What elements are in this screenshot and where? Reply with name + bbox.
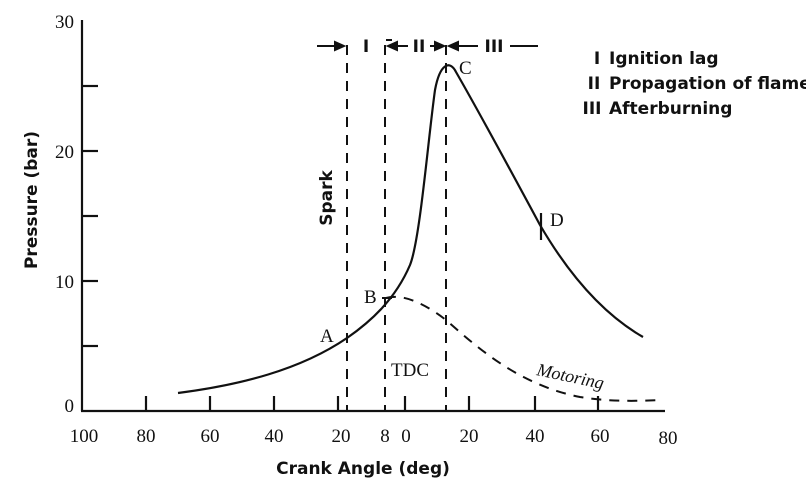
y-tick-label: 0 <box>65 396 75 417</box>
legend-item: II Propagation of flame <box>588 74 806 94</box>
legend-marker: II <box>588 74 601 94</box>
tdc-label: TDC <box>391 360 429 381</box>
x-tick-labels: 100 80 60 40 20 8 0 20 40 60 80 <box>70 426 678 449</box>
x-axis-title: Crank Angle (deg) <box>276 459 450 479</box>
phase-label-I: I <box>363 37 369 57</box>
point-label-d: D <box>550 210 564 231</box>
point-labels: A B C D TDC <box>320 58 564 381</box>
x-tick-label: 20 <box>460 426 479 447</box>
firing-pressure-curve <box>177 64 644 395</box>
x-tick-label: 80 <box>137 426 156 447</box>
legend-marker: I <box>594 49 600 69</box>
y-axis-title: Pressure (bar) <box>22 131 42 269</box>
point-label-a: A <box>320 326 334 347</box>
point-label-c: C <box>459 58 472 79</box>
y-tick-label: 10 <box>55 272 74 293</box>
phase-arrows <box>317 39 538 52</box>
x-tick-label: 20 <box>332 426 351 447</box>
x-tick-label: 100 <box>70 426 99 447</box>
legend: I Ignition lag II Propagation of flame I… <box>583 49 806 119</box>
legend-marker: III <box>583 99 602 119</box>
spark-label: Spark <box>317 170 337 226</box>
x-tick-label: 80 <box>659 428 678 449</box>
y-tick-labels: 30 20 10 0 <box>55 12 74 417</box>
legend-item: III Afterburning <box>583 99 733 119</box>
x-tick-label: 8 <box>380 426 390 447</box>
legend-text: Propagation of flame <box>609 74 806 94</box>
y-tick-label: 30 <box>55 12 74 33</box>
legend-item: I Ignition lag <box>594 49 719 69</box>
phase-markers <box>346 45 447 411</box>
x-tick-label: 60 <box>591 426 610 447</box>
x-tick-label: 0 <box>401 426 411 447</box>
legend-text: Afterburning <box>609 99 732 119</box>
x-tick-label: 40 <box>265 426 284 447</box>
y-axis <box>80 20 98 411</box>
x-tick-label: 40 <box>526 426 545 447</box>
phase-label-III: III <box>485 37 504 57</box>
phase-labels: I II III <box>363 37 504 57</box>
phase-label-II: II <box>413 37 426 57</box>
x-tick-label: 60 <box>201 426 220 447</box>
x-axis <box>81 396 665 413</box>
point-label-b: B <box>364 287 377 308</box>
motoring-pressure-curve <box>385 295 661 402</box>
y-tick-label: 20 <box>55 142 74 163</box>
motoring-label: Motoring <box>534 359 606 393</box>
legend-text: Ignition lag <box>609 49 719 69</box>
